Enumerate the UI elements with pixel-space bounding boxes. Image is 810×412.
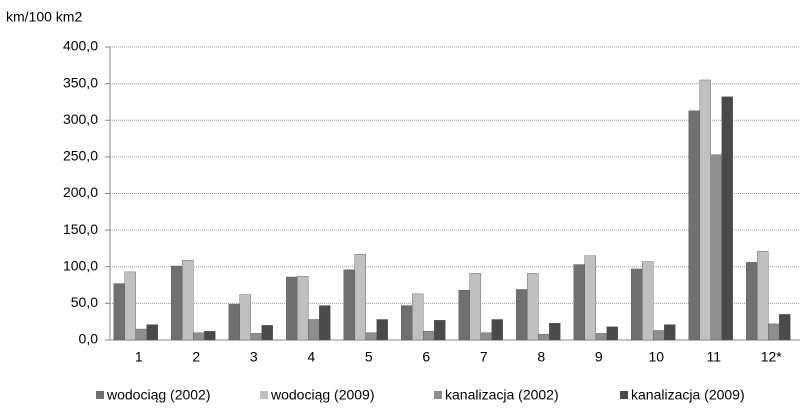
bar [710, 154, 722, 341]
bar [182, 259, 194, 341]
bar [699, 79, 711, 341]
bar [768, 323, 780, 341]
x-tick-label: 11 [706, 349, 721, 365]
bar [354, 254, 366, 341]
bar [491, 319, 503, 341]
bar [146, 324, 158, 341]
x-tick-label: 7 [480, 349, 488, 365]
legend-label: kanalizacja (2002) [445, 387, 559, 403]
bar [401, 305, 413, 341]
bar [631, 268, 643, 341]
bar [286, 276, 298, 341]
bar [135, 328, 147, 341]
legend-label: wodociąg (2009) [270, 387, 375, 403]
bar [458, 289, 470, 341]
y-tick-label: 0,0 [79, 331, 99, 347]
legend-swatch [260, 391, 268, 399]
bar [365, 332, 377, 341]
bar [549, 322, 561, 341]
bar [595, 333, 607, 341]
x-tick-label: 4 [307, 349, 315, 365]
y-tick-label: 100,0 [63, 257, 98, 273]
x-tick-label: 5 [365, 349, 373, 365]
legend-swatch [96, 391, 104, 399]
bar [204, 331, 216, 341]
x-tick-label: 3 [250, 349, 258, 365]
bar [423, 331, 435, 341]
bar [606, 326, 618, 341]
x-tick-label: 10 [648, 349, 664, 365]
legend-label: wodociąg (2002) [106, 387, 211, 403]
bar [343, 269, 355, 341]
bar [250, 333, 262, 341]
bar [412, 293, 424, 341]
bar [113, 283, 125, 341]
y-tick-label: 150,0 [63, 221, 98, 237]
legend-swatch [434, 391, 442, 399]
bar [688, 110, 700, 341]
bar [319, 305, 331, 341]
bar [228, 303, 240, 341]
bar [239, 294, 251, 341]
x-tick-label: 9 [595, 349, 603, 365]
x-tick-label: 8 [537, 349, 545, 365]
bar [297, 276, 309, 341]
bar [757, 251, 769, 341]
y-tick-label: 50,0 [71, 294, 98, 310]
x-tick-label: 2 [192, 349, 200, 365]
bar [538, 333, 550, 341]
bar [376, 319, 388, 341]
bar [664, 324, 676, 341]
legend-swatch [620, 391, 628, 399]
bar [480, 332, 492, 341]
bar [584, 255, 596, 341]
y-axis-label: km/100 km2 [6, 9, 82, 25]
x-tick-label: 6 [422, 349, 430, 365]
y-tick-label: 250,0 [63, 148, 98, 164]
x-tick-label: 12* [761, 349, 783, 365]
bar [527, 273, 539, 341]
bar [779, 314, 791, 341]
y-tick-label: 200,0 [63, 184, 98, 200]
bar [308, 319, 320, 341]
y-tick-label: 350,0 [63, 74, 98, 90]
bar [516, 289, 528, 341]
bar [721, 96, 733, 341]
bar [746, 262, 758, 341]
y-tick-label: 300,0 [63, 111, 98, 127]
bar [642, 261, 654, 341]
bar [193, 332, 205, 341]
bar [171, 265, 183, 341]
x-tick-label: 1 [135, 349, 143, 365]
bar [261, 325, 273, 341]
y-tick-label: 400,0 [63, 38, 98, 54]
bar [434, 320, 446, 341]
bar [573, 264, 585, 341]
legend-label: kanalizacja (2009) [631, 387, 745, 403]
bar [653, 330, 665, 341]
bar [469, 273, 481, 341]
bar [124, 271, 136, 341]
